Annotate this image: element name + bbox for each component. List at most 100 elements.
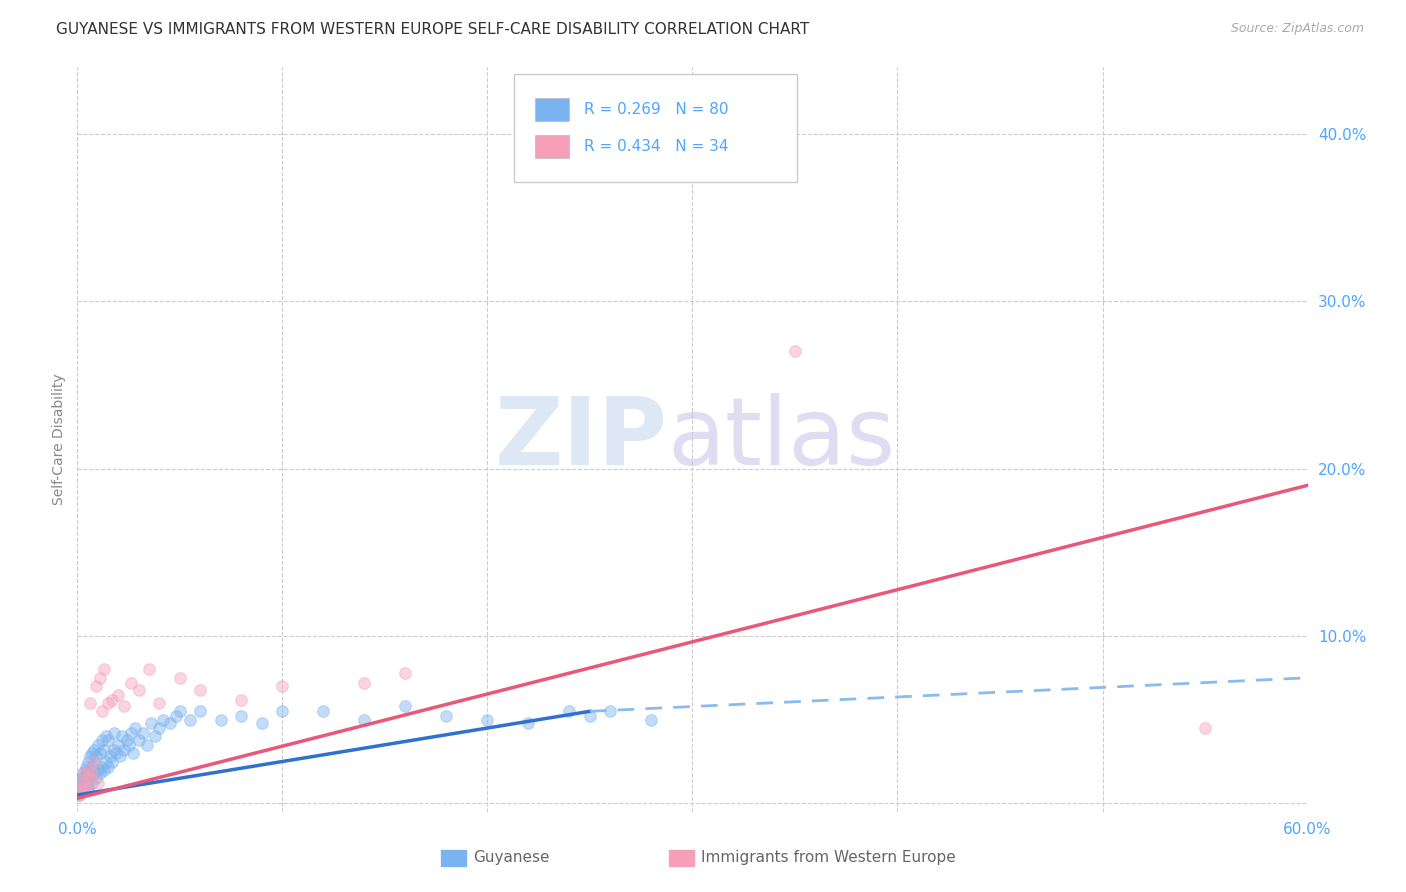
Point: [84, 679, 107, 693]
Point: [477, 713, 499, 727]
Point: [105, 746, 128, 760]
Point: [128, 682, 150, 697]
Y-axis label: Self-Care Disability: Self-Care Disability: [52, 374, 66, 505]
Point: [271, 704, 294, 718]
Point: [231, 692, 253, 706]
Point: [79, 771, 101, 785]
Text: ZIP: ZIP: [495, 393, 668, 485]
Text: Immigrants from Western Europe: Immigrants from Western Europe: [702, 850, 956, 865]
Point: [120, 726, 142, 740]
Point: [76, 780, 98, 794]
Point: [188, 682, 212, 697]
Point: [79, 771, 101, 785]
Text: Guyanese: Guyanese: [474, 850, 550, 865]
Point: [97, 696, 120, 710]
Point: [169, 704, 191, 718]
Point: [76, 780, 98, 794]
Point: [107, 688, 129, 702]
Point: [312, 704, 335, 718]
Point: [89, 746, 111, 760]
Point: [599, 704, 621, 718]
Point: [111, 730, 134, 744]
Point: [141, 716, 163, 731]
Text: Source: ZipAtlas.com: Source: ZipAtlas.com: [1230, 22, 1364, 36]
Point: [87, 776, 110, 790]
Point: [67, 788, 90, 802]
Text: R = 0.434   N = 34: R = 0.434 N = 34: [585, 139, 728, 154]
Point: [83, 766, 105, 780]
Point: [75, 776, 97, 790]
Point: [136, 738, 159, 752]
Point: [436, 709, 458, 723]
Point: [87, 738, 110, 752]
Text: GUYANESE VS IMMIGRANTS FROM WESTERN EUROPE SELF-CARE DISABILITY CORRELATION CHAR: GUYANESE VS IMMIGRANTS FROM WESTERN EURO…: [56, 22, 810, 37]
Point: [394, 665, 416, 680]
Point: [84, 749, 107, 764]
Point: [117, 738, 139, 752]
Point: [70, 776, 93, 790]
Point: [84, 771, 107, 785]
Point: [83, 755, 105, 769]
Bar: [440, 848, 467, 867]
Point: [72, 776, 94, 790]
Point: [640, 713, 662, 727]
Bar: [536, 136, 569, 158]
Point: [94, 755, 117, 769]
Point: [70, 771, 93, 785]
Point: [80, 746, 103, 760]
Point: [76, 755, 98, 769]
Point: [114, 743, 136, 757]
Point: [517, 716, 540, 731]
Point: [783, 344, 806, 359]
Point: [231, 709, 253, 723]
Point: [101, 755, 124, 769]
Point: [353, 676, 375, 690]
Point: [115, 732, 138, 747]
Point: [79, 696, 101, 710]
Point: [93, 763, 115, 777]
Point: [89, 671, 111, 685]
Point: [90, 759, 114, 773]
Text: atlas: atlas: [668, 393, 896, 485]
Point: [72, 783, 94, 797]
Bar: [536, 98, 569, 120]
Point: [87, 763, 110, 777]
Point: [80, 776, 103, 790]
Point: [80, 759, 103, 773]
Point: [76, 783, 98, 797]
Point: [93, 663, 115, 677]
Point: [209, 713, 232, 727]
Point: [103, 726, 125, 740]
Point: [83, 743, 105, 757]
Point: [70, 783, 93, 797]
Point: [114, 699, 136, 714]
FancyBboxPatch shape: [515, 74, 797, 182]
Point: [394, 699, 416, 714]
Point: [188, 704, 212, 718]
Point: [143, 730, 166, 744]
Point: [72, 766, 94, 780]
Point: [558, 704, 581, 718]
Point: [67, 788, 90, 802]
Point: [70, 783, 93, 797]
Point: [124, 721, 146, 735]
Point: [94, 730, 117, 744]
Point: [152, 713, 174, 727]
Point: [89, 766, 111, 780]
Point: [76, 766, 98, 780]
Point: [107, 738, 129, 752]
Point: [1194, 721, 1216, 735]
Bar: [668, 848, 695, 867]
Point: [148, 721, 170, 735]
Point: [67, 780, 90, 794]
Point: [148, 696, 170, 710]
Point: [72, 766, 94, 780]
Point: [138, 663, 160, 677]
Point: [579, 709, 602, 723]
Point: [103, 743, 125, 757]
Point: [75, 783, 97, 797]
Point: [79, 763, 101, 777]
Point: [132, 726, 155, 740]
Point: [120, 676, 142, 690]
Point: [353, 713, 375, 727]
